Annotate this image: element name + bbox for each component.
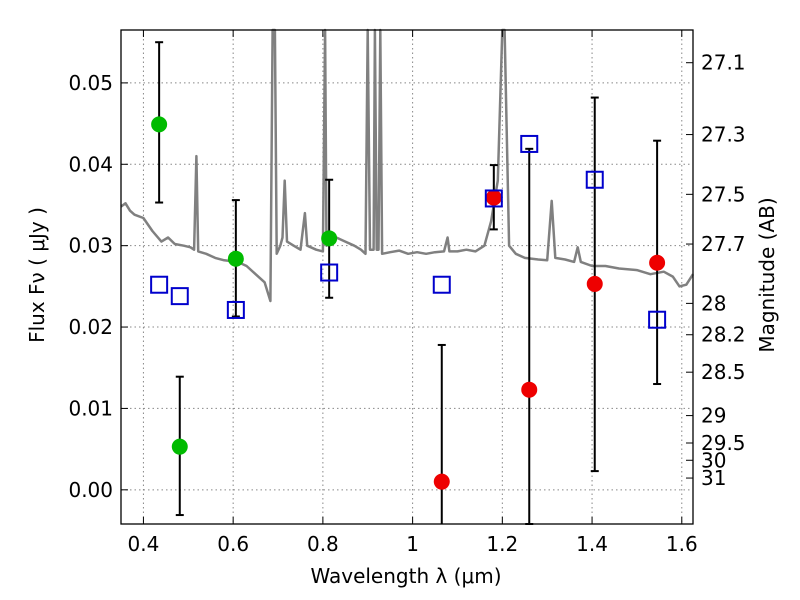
blue-square-point bbox=[648, 310, 667, 329]
x-ticks: 0.4 0.6 0.8 1 1.2 1.4 1.6 bbox=[128, 30, 698, 556]
blue-square-point bbox=[320, 263, 339, 282]
blue-square-point bbox=[226, 300, 245, 319]
data-markers bbox=[150, 116, 667, 490]
red-data-point bbox=[433, 473, 450, 490]
y2-tick-label: 31 bbox=[701, 466, 726, 490]
y-tick-label: 0.03 bbox=[68, 234, 113, 258]
y-ticks: 0.00 0.01 0.02 0.03 0.04 0.05 bbox=[68, 71, 128, 502]
red-data-point bbox=[649, 254, 666, 271]
y-tick-label: 0.05 bbox=[68, 71, 113, 95]
y2-tick-label: 28.5 bbox=[701, 360, 746, 384]
x-tick-label: 1 bbox=[406, 532, 419, 556]
green-data-point bbox=[321, 230, 338, 247]
red-data-point bbox=[485, 189, 502, 206]
x-axis-label: Wavelength λ (μm) bbox=[310, 564, 501, 588]
blue-square-point bbox=[432, 275, 451, 294]
blue-square-point bbox=[585, 170, 604, 189]
green-data-point bbox=[171, 438, 188, 455]
y2-tick-label: 30 bbox=[701, 448, 726, 472]
y-tick-label: 0.00 bbox=[68, 478, 113, 502]
x-tick-label: 0.6 bbox=[217, 532, 249, 556]
y2-tick-label: 29.5 bbox=[701, 431, 746, 455]
x-tick-label: 0.8 bbox=[307, 532, 339, 556]
y2-tick-label: 27.7 bbox=[701, 232, 746, 256]
red-data-point bbox=[586, 275, 603, 292]
y2-tick-label: 27.3 bbox=[701, 123, 746, 147]
y2-tick-label: 29 bbox=[701, 404, 726, 428]
y-tick-label: 0.01 bbox=[68, 396, 113, 420]
error-bars bbox=[155, 41, 662, 525]
y-tick-label: 0.04 bbox=[68, 152, 113, 176]
y2-axis-label: Magnitude (AB) bbox=[755, 197, 779, 352]
grid-lines bbox=[121, 30, 693, 524]
blue-square-point bbox=[520, 134, 539, 153]
red-data-point bbox=[521, 381, 538, 398]
y-tick-label: 0.02 bbox=[68, 315, 113, 339]
blue-square-point bbox=[170, 287, 189, 306]
y2-tick-label: 28.2 bbox=[701, 323, 746, 347]
green-data-point bbox=[151, 116, 168, 133]
y2-tick-label: 27.5 bbox=[701, 182, 746, 206]
green-data-point bbox=[227, 250, 244, 267]
x-tick-label: 1.6 bbox=[666, 532, 698, 556]
y2-tick-label: 28 bbox=[701, 291, 726, 315]
y2-tick-label: 27.1 bbox=[701, 51, 746, 75]
y-axis-label: Flux Fν ( μJy ) bbox=[25, 207, 49, 343]
blue-square-point bbox=[150, 275, 169, 294]
x-tick-label: 0.4 bbox=[128, 532, 160, 556]
x-tick-label: 1.2 bbox=[486, 532, 518, 556]
x-tick-label: 1.4 bbox=[576, 532, 608, 556]
model-spectrum-line bbox=[120, 28, 695, 303]
plot-frame bbox=[120, 29, 694, 525]
blue-square-point bbox=[484, 189, 503, 208]
model-spectrum bbox=[120, 28, 695, 303]
